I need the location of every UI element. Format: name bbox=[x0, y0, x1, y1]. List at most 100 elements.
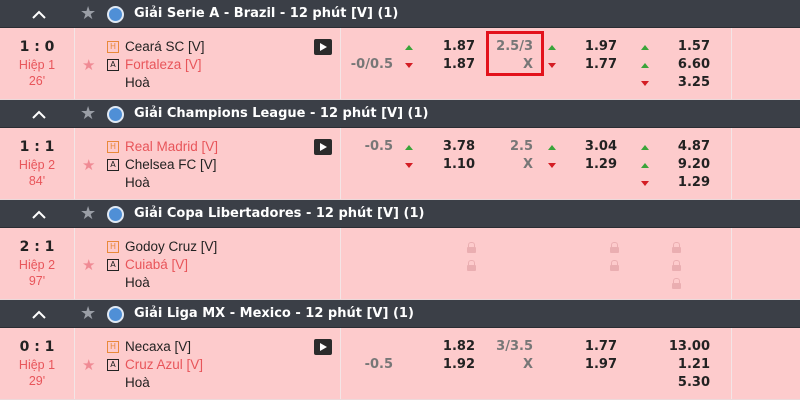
divider bbox=[731, 228, 732, 299]
draw-label: Hoà bbox=[125, 375, 150, 390]
over-under-down-arrow-icon bbox=[548, 163, 556, 168]
divider bbox=[74, 128, 75, 199]
handicap-odds[interactable]: 1.82 bbox=[442, 339, 475, 354]
period-label: Hiệp 2 bbox=[18, 158, 56, 172]
home-team[interactable]: Necaxa [V] bbox=[125, 339, 192, 354]
1x2-odds[interactable]: 3.25 bbox=[677, 75, 710, 90]
handicap-down-arrow-icon bbox=[405, 63, 413, 68]
home-team[interactable]: Godoy Cruz [V] bbox=[125, 239, 218, 254]
handicap-odds[interactable]: 1.87 bbox=[442, 57, 475, 72]
match-row: 0 : 1 Hiệp 1 29' ★ H A Necaxa [V] Cruz Azul [V]… bbox=[0, 328, 800, 400]
over-under-odds[interactable]: 3.04 bbox=[584, 139, 617, 154]
match-row: 1 : 1 Hiệp 2 84' ★ H A Real Madrid [V] Chelsea … bbox=[0, 128, 800, 200]
handicap-odds[interactable]: 1.92 bbox=[442, 357, 475, 372]
match-period: Hiệp 2 97' bbox=[0, 257, 74, 289]
1x2-down-arrow-icon bbox=[641, 81, 649, 86]
over-under-x: X bbox=[522, 57, 533, 72]
match-minute: 84' bbox=[28, 174, 46, 188]
handicap-line: -0.5 bbox=[364, 357, 393, 372]
league-title[interactable]: Giải Copa Libertadores - 12 phút [V] (1) bbox=[134, 206, 425, 221]
home-badge-icon: H bbox=[107, 341, 119, 353]
favorite-match-star-icon[interactable]: ★ bbox=[82, 156, 96, 174]
live-stream-play-icon[interactable] bbox=[314, 139, 332, 155]
away-badge-icon: A bbox=[107, 259, 119, 271]
period-label: Hiệp 1 bbox=[18, 58, 56, 72]
divider bbox=[731, 128, 732, 199]
1x2-odds[interactable]: 6.60 bbox=[677, 57, 710, 72]
lock-icon bbox=[467, 260, 476, 271]
away-badge-icon: A bbox=[107, 59, 119, 71]
over-under-odds[interactable]: 1.97 bbox=[584, 357, 617, 372]
handicap-odds[interactable]: 3.78 bbox=[442, 139, 475, 154]
1x2-odds[interactable]: 1.57 bbox=[677, 39, 710, 54]
lock-icon bbox=[672, 260, 681, 271]
draw-label: Hoà bbox=[125, 175, 150, 190]
over-under-odds[interactable]: 1.97 bbox=[584, 39, 617, 54]
collapse-chevron-icon[interactable] bbox=[28, 304, 50, 324]
match-row: 1 : 0 Hiệp 1 26' ★ H A Ceará SC [V] Fortaleza [… bbox=[0, 28, 800, 100]
match-score: 2 : 1 bbox=[19, 239, 55, 255]
favorite-match-star-icon[interactable]: ★ bbox=[82, 256, 96, 274]
league-title[interactable]: Giải Liga MX - Mexico - 12 phút [V] (1) bbox=[134, 306, 414, 321]
over-under-x: X bbox=[522, 357, 533, 372]
away-team[interactable]: Fortaleza [V] bbox=[125, 57, 202, 72]
handicap-odds[interactable]: 1.10 bbox=[442, 157, 475, 172]
divider bbox=[731, 328, 732, 399]
1x2-odds[interactable]: 13.00 bbox=[668, 339, 710, 354]
league-header: ★ Giải Champions League - 12 phút [V] (1) bbox=[0, 100, 800, 128]
1x2-odds[interactable]: 5.30 bbox=[677, 375, 710, 390]
favorite-star-icon[interactable]: ★ bbox=[80, 203, 97, 224]
favorite-star-icon[interactable]: ★ bbox=[80, 103, 97, 124]
match-score: 1 : 1 bbox=[19, 139, 55, 155]
divider bbox=[340, 328, 341, 399]
1x2-up-arrow-icon bbox=[641, 163, 649, 168]
period-label: Hiệp 1 bbox=[18, 358, 56, 372]
favorite-match-star-icon[interactable]: ★ bbox=[82, 56, 96, 74]
home-team[interactable]: Ceará SC [V] bbox=[125, 39, 205, 54]
soccer-ball-icon bbox=[107, 106, 124, 123]
collapse-chevron-icon[interactable] bbox=[28, 104, 50, 124]
over-under-odds[interactable]: 1.77 bbox=[584, 339, 617, 354]
over-under-odds[interactable]: 1.29 bbox=[584, 157, 617, 172]
match-score: 0 : 1 bbox=[19, 339, 55, 355]
live-stream-play-icon[interactable] bbox=[314, 39, 332, 55]
divider bbox=[74, 328, 75, 399]
lock-icon bbox=[672, 278, 681, 289]
1x2-up-arrow-icon bbox=[641, 145, 649, 150]
handicap-odds[interactable]: 1.87 bbox=[442, 39, 475, 54]
lock-icon bbox=[467, 242, 476, 253]
1x2-odds[interactable]: 1.29 bbox=[677, 175, 710, 190]
favorite-star-icon[interactable]: ★ bbox=[80, 3, 97, 24]
draw-label: Hoà bbox=[125, 75, 150, 90]
divider bbox=[340, 228, 341, 299]
league-header: ★ Giải Serie A - Brazil - 12 phút [V] (1) bbox=[0, 0, 800, 28]
1x2-odds[interactable]: 9.20 bbox=[677, 157, 710, 172]
divider bbox=[731, 28, 732, 99]
favorite-star-icon[interactable]: ★ bbox=[80, 303, 97, 324]
home-badge-icon: H bbox=[107, 41, 119, 53]
away-team[interactable]: Chelsea FC [V] bbox=[125, 157, 217, 172]
handicap-up-arrow-icon bbox=[405, 45, 413, 50]
over-under-x: X bbox=[522, 157, 533, 172]
1x2-odds[interactable]: 4.87 bbox=[677, 139, 710, 154]
home-team[interactable]: Real Madrid [V] bbox=[125, 139, 219, 154]
home-badge-icon: H bbox=[107, 241, 119, 253]
handicap-line: -0/0.5 bbox=[350, 57, 393, 72]
lock-icon bbox=[610, 260, 619, 271]
away-team[interactable]: Cruz Azul [V] bbox=[125, 357, 204, 372]
collapse-chevron-icon[interactable] bbox=[28, 204, 50, 224]
favorite-match-star-icon[interactable]: ★ bbox=[82, 356, 96, 374]
over-under-line: 2.5 bbox=[509, 139, 533, 154]
over-under-up-arrow-icon bbox=[548, 45, 556, 50]
1x2-odds[interactable]: 1.21 bbox=[677, 357, 710, 372]
away-team[interactable]: Cuiabá [V] bbox=[125, 257, 189, 272]
home-badge-icon: H bbox=[107, 141, 119, 153]
live-stream-play-icon[interactable] bbox=[314, 339, 332, 355]
league-title[interactable]: Giải Serie A - Brazil - 12 phút [V] (1) bbox=[134, 6, 399, 21]
period-label: Hiệp 2 bbox=[18, 258, 56, 272]
league-title[interactable]: Giải Champions League - 12 phút [V] (1) bbox=[134, 106, 429, 121]
collapse-chevron-icon[interactable] bbox=[28, 4, 50, 24]
match-minute: 26' bbox=[28, 74, 46, 88]
over-under-up-arrow-icon bbox=[548, 145, 556, 150]
over-under-odds[interactable]: 1.77 bbox=[584, 57, 617, 72]
